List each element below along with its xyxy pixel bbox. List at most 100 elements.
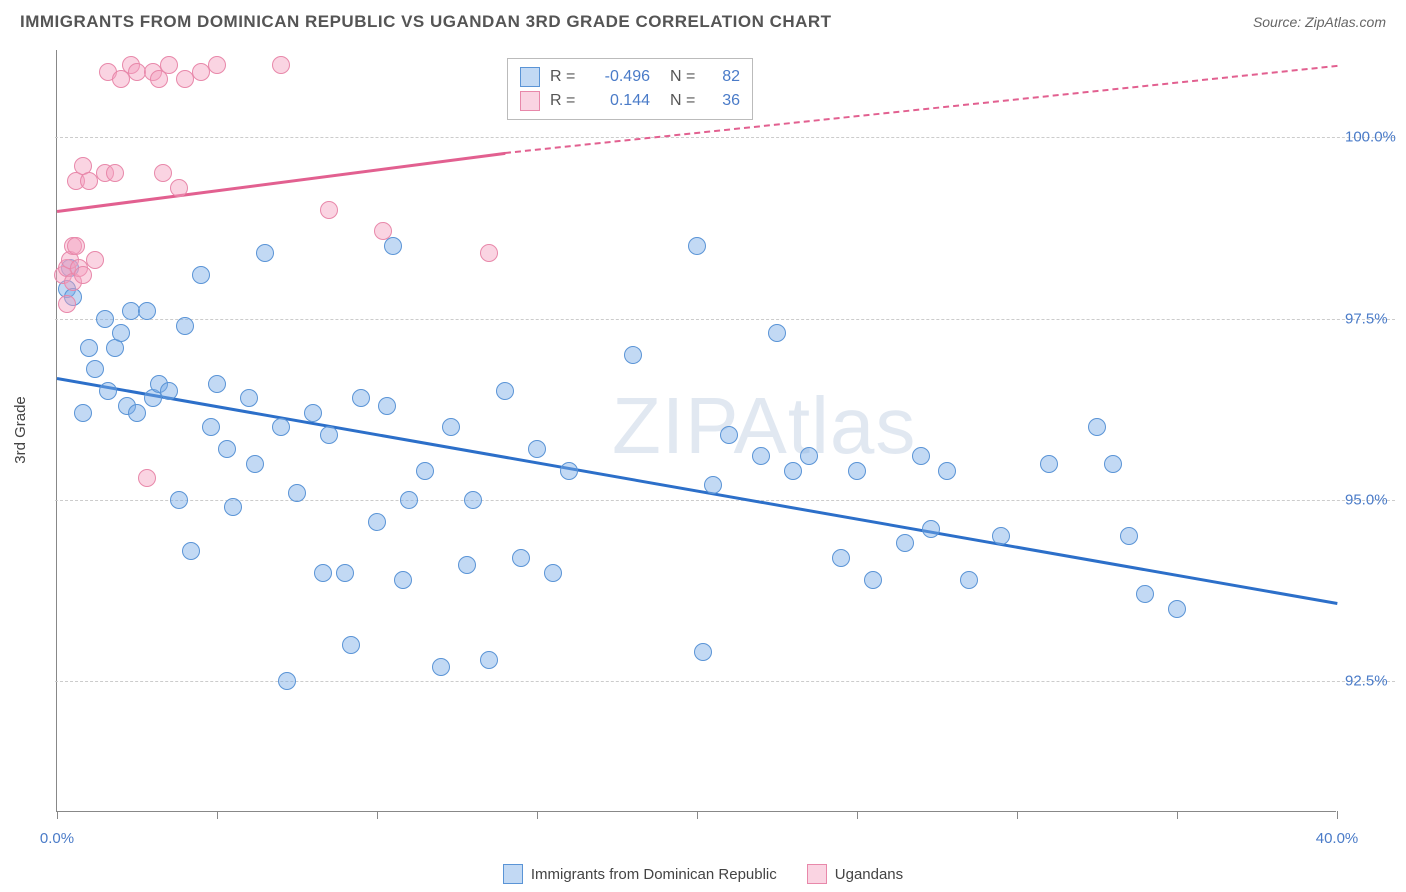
ytick-label: 100.0% bbox=[1345, 129, 1396, 146]
xtick bbox=[857, 811, 858, 819]
stats-n-value: 82 bbox=[710, 68, 740, 86]
legend-label-2: Ugandans bbox=[835, 866, 903, 883]
data-point bbox=[320, 426, 338, 444]
data-point bbox=[864, 571, 882, 589]
data-point bbox=[112, 324, 130, 342]
data-point bbox=[752, 447, 770, 465]
trend-line bbox=[57, 152, 505, 213]
data-point bbox=[288, 484, 306, 502]
data-point bbox=[458, 556, 476, 574]
data-point bbox=[374, 222, 392, 240]
data-point bbox=[832, 549, 850, 567]
data-point bbox=[1104, 455, 1122, 473]
data-point bbox=[208, 56, 226, 74]
chart-title: IMMIGRANTS FROM DOMINICAN REPUBLIC VS UG… bbox=[20, 12, 832, 32]
legend-item-series1: Immigrants from Dominican Republic bbox=[503, 864, 777, 884]
data-point bbox=[182, 542, 200, 560]
stats-r-value: -0.496 bbox=[590, 68, 650, 86]
data-point bbox=[80, 339, 98, 357]
data-point bbox=[416, 462, 434, 480]
data-point bbox=[96, 310, 114, 328]
data-point bbox=[442, 418, 460, 436]
data-point bbox=[246, 455, 264, 473]
data-point bbox=[544, 564, 562, 582]
stats-r-label: R = bbox=[550, 92, 580, 110]
data-point bbox=[1136, 585, 1154, 603]
data-point bbox=[1088, 418, 1106, 436]
data-point bbox=[922, 520, 940, 538]
data-point bbox=[480, 651, 498, 669]
data-point bbox=[304, 404, 322, 422]
data-point bbox=[128, 404, 146, 422]
data-point bbox=[208, 375, 226, 393]
data-point bbox=[848, 462, 866, 480]
data-point bbox=[202, 418, 220, 436]
gridline-h bbox=[55, 137, 1395, 138]
data-point bbox=[58, 295, 76, 313]
data-point bbox=[336, 564, 354, 582]
xtick-label: 0.0% bbox=[40, 830, 74, 847]
data-point bbox=[992, 527, 1010, 545]
scatter-chart: ZIPAtlas 92.5%95.0%97.5%100.0%0.0%40.0%R… bbox=[56, 50, 1336, 812]
gridline-h bbox=[55, 681, 1395, 682]
data-point bbox=[960, 571, 978, 589]
stats-n-value: 36 bbox=[710, 92, 740, 110]
data-point bbox=[256, 244, 274, 262]
data-point bbox=[138, 302, 156, 320]
data-point bbox=[138, 469, 156, 487]
data-point bbox=[176, 317, 194, 335]
data-point bbox=[1120, 527, 1138, 545]
stats-box: R =-0.496N =82R =0.144N =36 bbox=[507, 58, 753, 120]
legend-swatch-2 bbox=[807, 864, 827, 884]
data-point bbox=[688, 237, 706, 255]
legend-swatch-1 bbox=[503, 864, 523, 884]
data-point bbox=[368, 513, 386, 531]
ytick-label: 95.0% bbox=[1345, 491, 1388, 508]
data-point bbox=[464, 491, 482, 509]
data-point bbox=[154, 164, 172, 182]
stats-row: R =-0.496N =82 bbox=[520, 65, 740, 89]
data-point bbox=[800, 447, 818, 465]
xtick bbox=[1177, 811, 1178, 819]
data-point bbox=[720, 426, 738, 444]
gridline-h bbox=[55, 319, 1395, 320]
stats-r-label: R = bbox=[550, 68, 580, 86]
xtick bbox=[1017, 811, 1018, 819]
data-point bbox=[272, 418, 290, 436]
data-point bbox=[192, 266, 210, 284]
data-point bbox=[1168, 600, 1186, 618]
data-point bbox=[170, 179, 188, 197]
data-point bbox=[432, 658, 450, 676]
data-point bbox=[938, 462, 956, 480]
data-point bbox=[160, 382, 178, 400]
data-point bbox=[896, 534, 914, 552]
xtick bbox=[217, 811, 218, 819]
x-legend: Immigrants from Dominican Republic Ugand… bbox=[0, 864, 1406, 884]
data-point bbox=[704, 476, 722, 494]
gridline-h bbox=[55, 500, 1395, 501]
data-point bbox=[170, 491, 188, 509]
data-point bbox=[240, 389, 258, 407]
data-point bbox=[512, 549, 530, 567]
data-point bbox=[378, 397, 396, 415]
xtick-label: 40.0% bbox=[1316, 830, 1359, 847]
xtick bbox=[377, 811, 378, 819]
data-point bbox=[784, 462, 802, 480]
data-point bbox=[74, 266, 92, 284]
legend-item-series2: Ugandans bbox=[807, 864, 903, 884]
ytick-label: 97.5% bbox=[1345, 310, 1388, 327]
data-point bbox=[624, 346, 642, 364]
data-point bbox=[320, 201, 338, 219]
xtick bbox=[1337, 811, 1338, 819]
data-point bbox=[528, 440, 546, 458]
data-point bbox=[160, 56, 178, 74]
data-point bbox=[218, 440, 236, 458]
data-point bbox=[480, 244, 498, 262]
stats-row: R =0.144N =36 bbox=[520, 89, 740, 113]
data-point bbox=[394, 571, 412, 589]
stats-swatch bbox=[520, 91, 540, 111]
data-point bbox=[314, 564, 332, 582]
stats-swatch bbox=[520, 67, 540, 87]
data-point bbox=[496, 382, 514, 400]
data-point bbox=[106, 164, 124, 182]
